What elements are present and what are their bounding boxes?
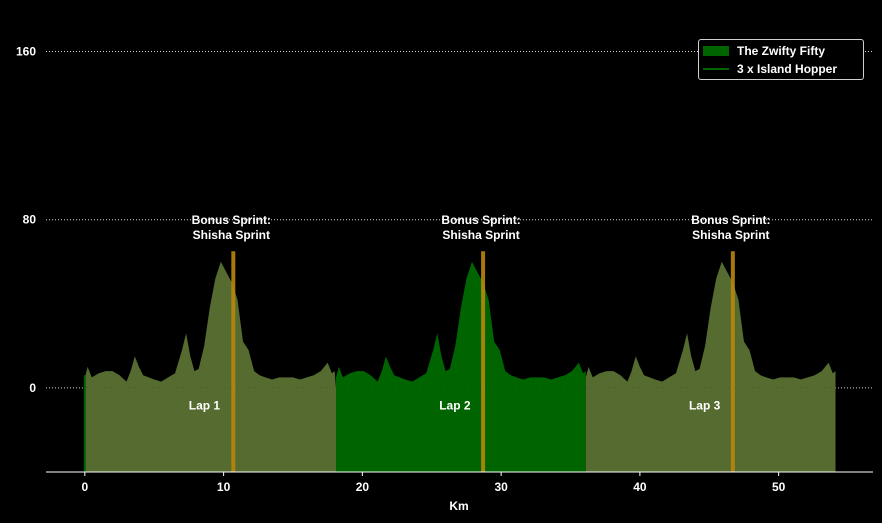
elevation-profile <box>336 261 586 388</box>
lap-label: Lap 2 <box>439 399 471 413</box>
lap-band <box>84 387 337 472</box>
sprint-label: Shisha Sprint <box>193 228 270 242</box>
legend-item-fill: The Zwifty Fifty <box>703 43 825 59</box>
x-tick-label: 0 <box>82 480 89 494</box>
x-axis-label: Km <box>449 499 468 513</box>
sprint-label: Shisha Sprint <box>442 228 519 242</box>
sprint-label: Bonus Sprint: <box>691 213 770 227</box>
y-tick-label: 0 <box>29 381 36 395</box>
axes: 0 80 160 0 10 20 30 40 50 <box>16 45 873 494</box>
plot-area <box>83 251 836 472</box>
legend-swatch-fill <box>703 46 729 56</box>
y-tick-label: 80 <box>23 213 37 227</box>
lap-band <box>585 387 836 472</box>
lap-label: Lap 1 <box>189 399 221 413</box>
sprint-label: Bonus Sprint: <box>441 213 520 227</box>
y-tick-label: 160 <box>16 45 36 59</box>
elevation-profile <box>84 261 337 388</box>
x-tick-label: 30 <box>494 480 508 494</box>
x-tick-label: 10 <box>217 480 231 494</box>
sprint-marker <box>481 251 486 472</box>
x-tick-label: 40 <box>633 480 647 494</box>
legend-item-line: 3 x Island Hopper <box>703 61 837 77</box>
legend-label: The Zwifty Fifty <box>737 44 825 58</box>
sprint-label: Bonus Sprint: <box>192 213 271 227</box>
legend: The Zwifty Fifty 3 x Island Hopper <box>698 39 864 80</box>
x-tick-label: 50 <box>772 480 786 494</box>
lap-band <box>336 387 586 472</box>
lap-label: Lap 3 <box>689 399 721 413</box>
legend-label: 3 x Island Hopper <box>737 62 838 76</box>
sprint-label: Shisha Sprint <box>692 228 769 242</box>
x-tick-label: 20 <box>356 480 370 494</box>
legend-swatch-line <box>703 68 729 70</box>
sprint-marker <box>730 251 735 472</box>
sprint-marker <box>231 251 236 472</box>
elevation-profile <box>585 261 836 388</box>
